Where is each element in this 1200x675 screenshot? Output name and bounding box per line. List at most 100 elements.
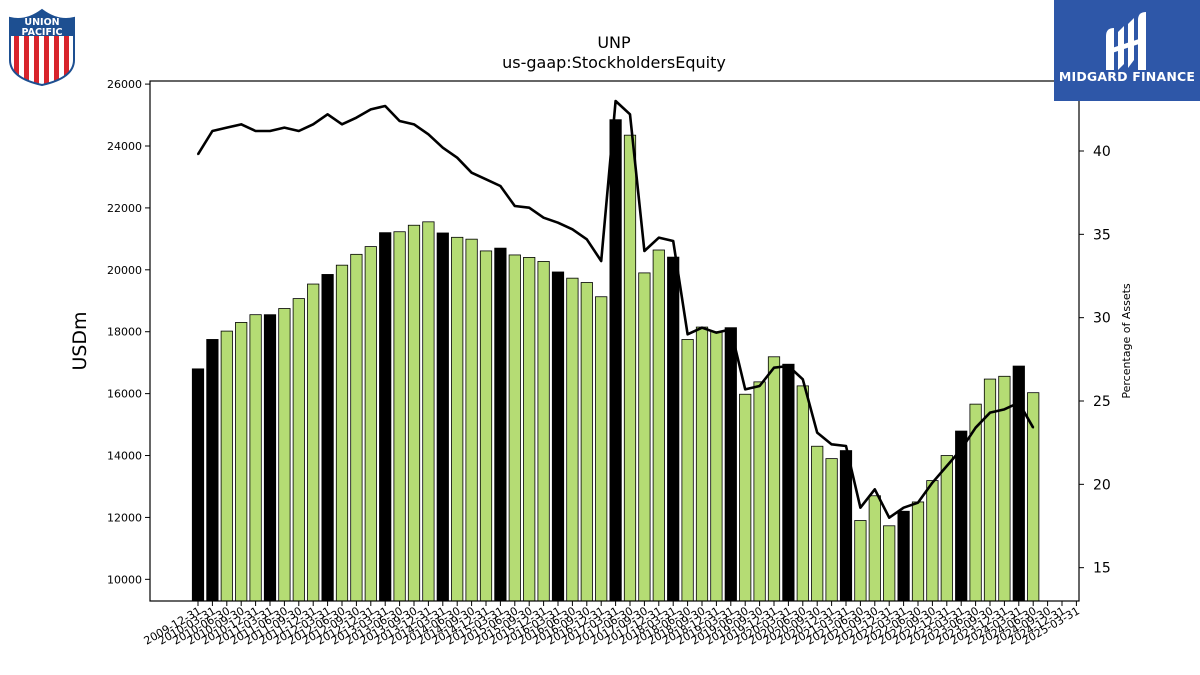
bar [379, 232, 392, 602]
line-point [456, 156, 459, 159]
line-point [945, 465, 948, 467]
line-point [355, 116, 358, 119]
bar [681, 339, 694, 602]
bar [825, 458, 838, 602]
bar [767, 356, 781, 602]
line-point [485, 178, 487, 181]
midgard-mark-icon [1106, 12, 1146, 70]
line-point [701, 326, 703, 329]
shield-stripes-icon [10, 36, 74, 85]
bar [868, 495, 881, 602]
y-axis-label: USDm [69, 311, 91, 370]
chart-title: UNP [597, 33, 631, 52]
line-point [585, 238, 588, 241]
line-point [744, 388, 747, 391]
line-point [931, 481, 934, 484]
y2-axis-label: Percentage of Assets [1120, 283, 1133, 399]
bar [695, 326, 709, 602]
bar [508, 254, 521, 602]
bar [623, 134, 637, 602]
line-point [773, 366, 775, 369]
bar [638, 272, 651, 602]
line-point [326, 113, 329, 116]
bar [479, 250, 493, 602]
y2-tick-label: 40 [1093, 144, 1111, 160]
bar [537, 261, 550, 602]
line-series [196, 99, 1035, 519]
line-point [614, 100, 617, 102]
bar [580, 282, 593, 602]
bar [335, 264, 349, 602]
y-tick-label: 14000 [107, 450, 142, 463]
line-point [902, 506, 905, 509]
y2-tick-label: 25 [1093, 394, 1111, 410]
line-point [542, 216, 545, 219]
chart-subtitle: us-gaap:StockholdersEquity [502, 53, 726, 72]
bar [407, 224, 421, 602]
line-point [845, 445, 847, 447]
logo-text-pacific: PACIFIC [22, 27, 63, 38]
line-point [801, 378, 804, 381]
line-point [729, 328, 732, 331]
line-point [197, 153, 199, 156]
line-point [1032, 426, 1035, 429]
y-tick-label: 12000 [107, 511, 142, 524]
line-point [413, 123, 415, 126]
bar [206, 339, 219, 602]
line-point [254, 130, 257, 132]
y2-axis-ticks: 15 20 25 30 35 40 [1079, 144, 1111, 577]
line-point [873, 488, 876, 491]
bar [422, 221, 435, 602]
bar [724, 327, 737, 602]
line-point [211, 130, 214, 132]
logo-text-union: UNION [24, 17, 59, 28]
line-point [758, 385, 761, 387]
bar [839, 450, 853, 602]
bar [364, 246, 377, 602]
line-point [917, 501, 919, 504]
y-tick-label: 16000 [107, 388, 142, 401]
line-point [528, 206, 531, 209]
line-point [715, 331, 718, 334]
bar [710, 331, 723, 602]
bar [652, 249, 665, 602]
plot-frame [149, 80, 1080, 602]
line-point [499, 185, 502, 187]
y2-tick-label: 20 [1093, 477, 1111, 493]
bar [220, 330, 233, 602]
bar [955, 430, 968, 602]
line-point [787, 365, 790, 367]
bar [911, 501, 925, 602]
bar [609, 119, 622, 602]
bar [278, 308, 291, 602]
line-point [513, 205, 516, 207]
line-point [672, 240, 675, 242]
line-point [297, 130, 300, 132]
line-point [240, 123, 243, 126]
bar [350, 253, 363, 602]
bar [667, 256, 680, 602]
line-point [312, 123, 315, 126]
line-point [384, 105, 387, 107]
bar [235, 322, 248, 602]
bar [451, 236, 464, 602]
line-point [427, 133, 430, 136]
bar [897, 510, 910, 602]
line-point [888, 516, 891, 519]
bar [854, 520, 867, 602]
union-pacific-logo: UNION PACIFIC [8, 8, 76, 87]
y2-tick-label: 35 [1093, 227, 1111, 243]
y-tick-label: 20000 [107, 264, 142, 277]
bar [465, 238, 478, 602]
midgard-finance-name: MIDGARD FINANCE [1058, 69, 1196, 84]
line-point [369, 108, 372, 111]
line-point [629, 113, 631, 116]
y-tick-label: 26000 [107, 78, 142, 91]
bar [191, 368, 205, 602]
line-point [1017, 401, 1020, 404]
bar [796, 385, 809, 602]
bar [1027, 392, 1040, 602]
bar [1012, 365, 1025, 602]
bar [753, 381, 766, 602]
